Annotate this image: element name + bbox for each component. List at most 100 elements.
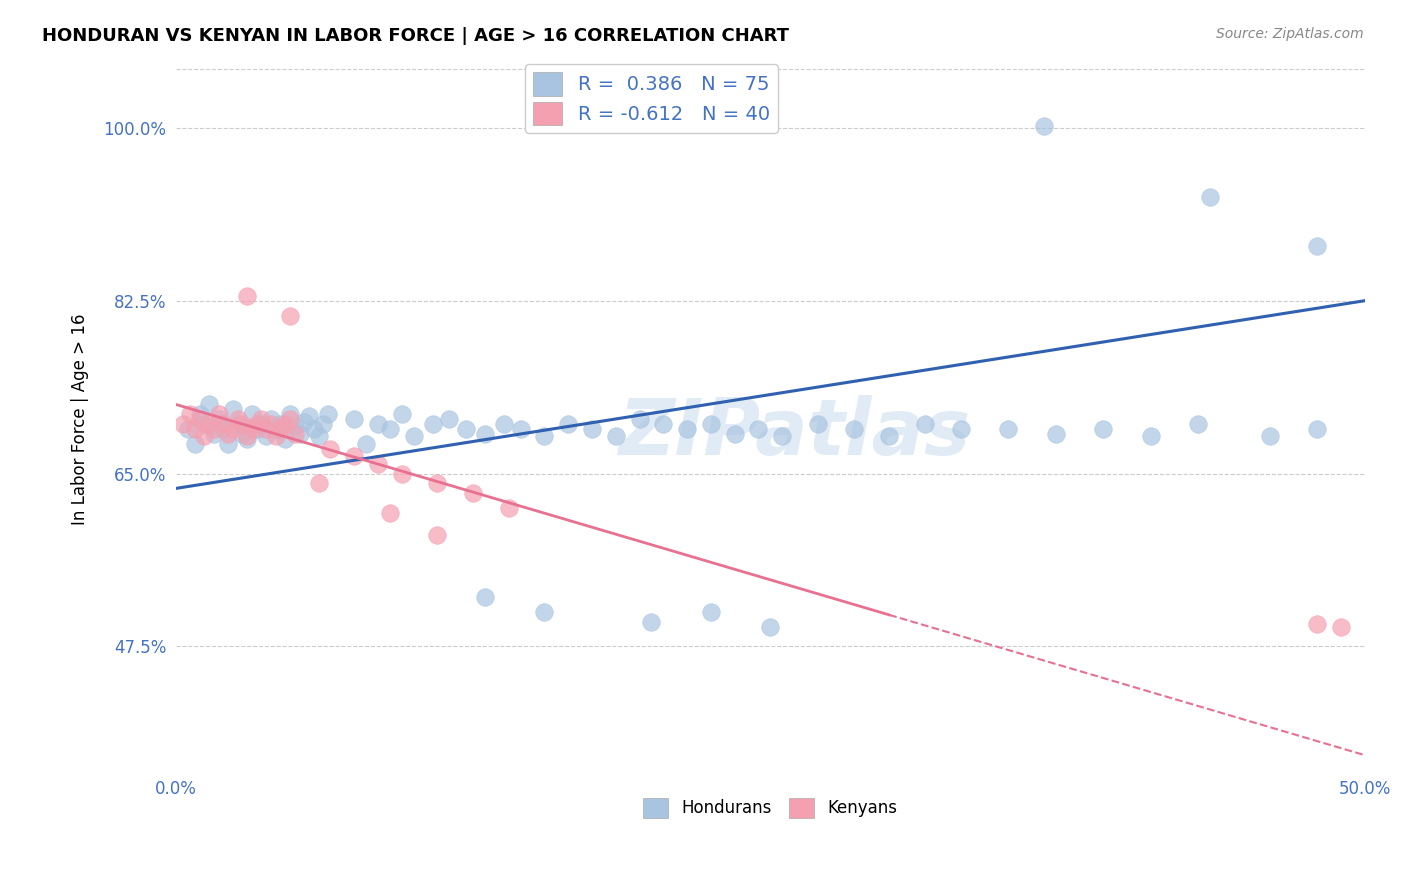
Point bbox=[177, 422, 200, 436]
Point bbox=[226, 412, 249, 426]
Point bbox=[391, 407, 413, 421]
Point bbox=[226, 417, 249, 432]
Point bbox=[1092, 422, 1115, 436]
Text: HONDURAN VS KENYAN IN LABOR FORCE | AGE > 16 CORRELATION CHART: HONDURAN VS KENYAN IN LABOR FORCE | AGE … bbox=[42, 27, 789, 45]
Point bbox=[454, 422, 477, 436]
Text: Source: ZipAtlas.com: Source: ZipAtlas.com bbox=[1216, 27, 1364, 41]
Point bbox=[250, 412, 273, 426]
Point bbox=[640, 615, 662, 629]
Point bbox=[208, 407, 231, 421]
Point bbox=[367, 417, 389, 432]
Point bbox=[426, 476, 449, 491]
Point bbox=[652, 417, 675, 432]
Point bbox=[439, 412, 461, 426]
Point bbox=[208, 412, 231, 426]
Point bbox=[391, 467, 413, 481]
Point bbox=[292, 415, 315, 429]
Point bbox=[378, 422, 401, 436]
Point bbox=[422, 417, 444, 432]
Point bbox=[770, 429, 793, 443]
Point bbox=[367, 457, 389, 471]
Point bbox=[533, 429, 555, 443]
Point bbox=[240, 407, 263, 421]
Point bbox=[1045, 427, 1067, 442]
Point bbox=[1139, 429, 1161, 443]
Point bbox=[914, 417, 936, 432]
Point bbox=[302, 422, 325, 436]
Point bbox=[212, 417, 235, 432]
Point bbox=[949, 422, 972, 436]
Point bbox=[676, 422, 699, 436]
Point bbox=[274, 417, 297, 432]
Point bbox=[284, 419, 307, 434]
Point bbox=[184, 422, 207, 436]
Point bbox=[498, 501, 520, 516]
Point bbox=[1306, 616, 1329, 631]
Point bbox=[628, 412, 651, 426]
Point bbox=[193, 417, 215, 432]
Point bbox=[316, 407, 339, 421]
Point bbox=[284, 427, 307, 442]
Text: ZIPatlas: ZIPatlas bbox=[619, 395, 970, 471]
Point bbox=[842, 422, 865, 436]
Y-axis label: In Labor Force | Age > 16: In Labor Force | Age > 16 bbox=[72, 313, 89, 525]
Point bbox=[402, 429, 425, 443]
Point bbox=[1199, 190, 1222, 204]
Point bbox=[274, 432, 297, 446]
Point bbox=[474, 427, 496, 442]
Point bbox=[231, 417, 253, 432]
Point bbox=[198, 417, 221, 432]
Point bbox=[426, 528, 449, 542]
Point bbox=[343, 412, 366, 426]
Point bbox=[246, 417, 269, 432]
Point bbox=[236, 429, 259, 443]
Point bbox=[179, 407, 201, 421]
Point bbox=[509, 422, 531, 436]
Point bbox=[260, 417, 283, 432]
Point bbox=[298, 409, 321, 424]
Point bbox=[236, 432, 259, 446]
Point bbox=[308, 476, 330, 491]
Point bbox=[278, 412, 301, 426]
Point bbox=[217, 437, 239, 451]
Point bbox=[557, 417, 579, 432]
Point bbox=[312, 417, 335, 432]
Point bbox=[254, 422, 277, 436]
Point bbox=[308, 429, 330, 443]
Point bbox=[997, 422, 1019, 436]
Point bbox=[236, 289, 259, 303]
Point bbox=[222, 422, 245, 436]
Point bbox=[492, 417, 515, 432]
Point bbox=[461, 486, 484, 500]
Point bbox=[188, 412, 211, 426]
Point bbox=[319, 442, 342, 456]
Point bbox=[278, 309, 301, 323]
Point bbox=[354, 437, 377, 451]
Point bbox=[269, 417, 291, 432]
Point bbox=[264, 429, 287, 443]
Point bbox=[202, 427, 225, 442]
Legend: Hondurans, Kenyans: Hondurans, Kenyans bbox=[637, 791, 904, 825]
Point bbox=[1306, 422, 1329, 436]
Point bbox=[581, 422, 603, 436]
Point bbox=[877, 429, 900, 443]
Point bbox=[260, 412, 283, 426]
Point bbox=[288, 427, 311, 442]
Point bbox=[343, 449, 366, 463]
Point bbox=[188, 407, 211, 421]
Point bbox=[254, 429, 277, 443]
Point bbox=[269, 422, 291, 436]
Point bbox=[172, 417, 194, 432]
Point bbox=[184, 437, 207, 451]
Point bbox=[198, 397, 221, 411]
Point bbox=[759, 620, 782, 634]
Point bbox=[533, 605, 555, 619]
Point bbox=[700, 605, 723, 619]
Point bbox=[222, 402, 245, 417]
Point bbox=[246, 422, 269, 436]
Point bbox=[378, 506, 401, 520]
Point bbox=[1330, 620, 1353, 634]
Point bbox=[202, 422, 225, 436]
Point bbox=[747, 422, 769, 436]
Point bbox=[250, 417, 273, 432]
